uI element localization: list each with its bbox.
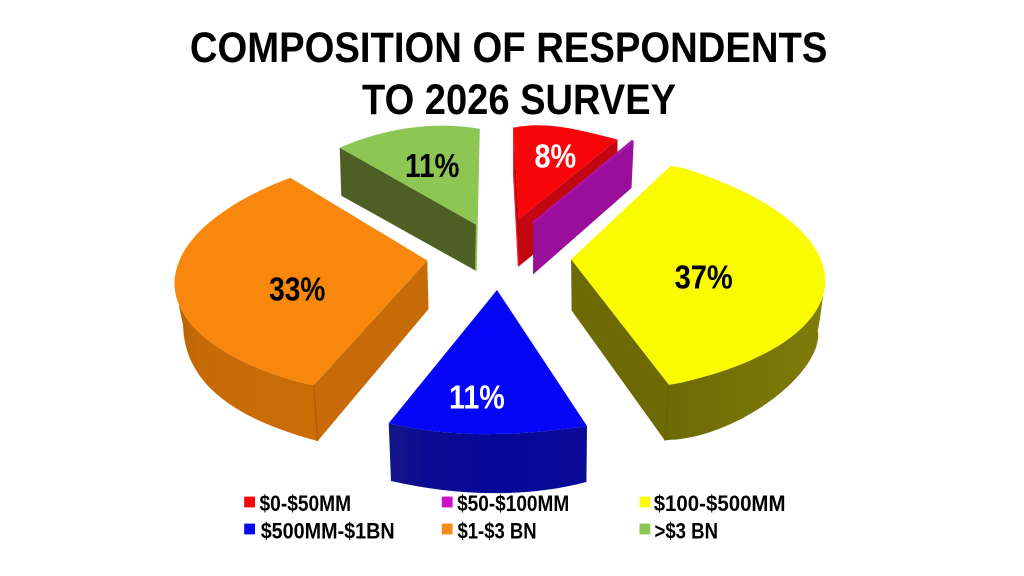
svg-text:TO 2026 SURVEY: TO 2026 SURVEY [362, 76, 676, 123]
svg-text:$0-$50MM: $0-$50MM [260, 491, 352, 516]
svg-text:11%: 11% [449, 380, 505, 417]
svg-text:$50-$100MM: $50-$100MM [457, 491, 569, 516]
svg-text:COMPOSITION OF RESPONDENTS: COMPOSITION OF RESPONDENTS [190, 24, 828, 71]
svg-text:11%: 11% [405, 148, 460, 185]
svg-text:37%: 37% [675, 260, 733, 297]
svg-text:$1-$3 BN: $1-$3 BN [458, 519, 537, 544]
svg-text:>$3 BN: >$3 BN [655, 519, 719, 544]
svg-text:8%: 8% [535, 139, 577, 176]
svg-text:33%: 33% [269, 272, 325, 309]
svg-text:$500MM-$1BN: $500MM-$1BN [261, 519, 395, 544]
svg-text:$100-$500MM: $100-$500MM [654, 491, 786, 516]
